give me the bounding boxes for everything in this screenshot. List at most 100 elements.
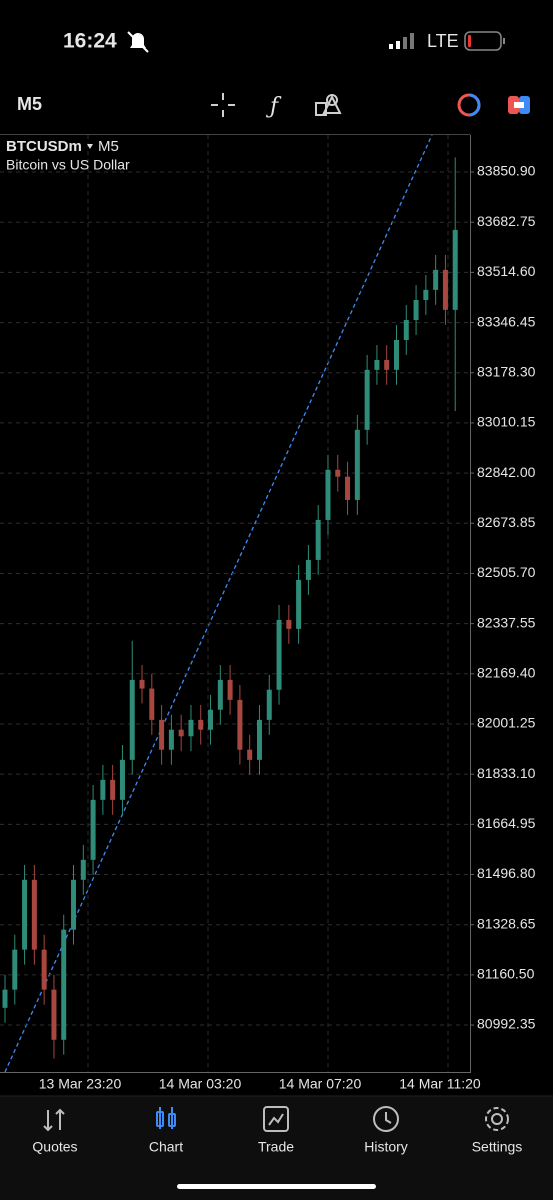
account-button[interactable] xyxy=(457,93,481,117)
candle-body xyxy=(129,679,135,760)
y-tick-label: 83850.90 xyxy=(477,163,536,179)
network: LTE xyxy=(427,31,459,51)
x-tick-label: 14 Mar 03:20 xyxy=(159,1076,242,1092)
signal-icon xyxy=(389,33,414,49)
tab-icon xyxy=(485,1107,509,1131)
candle-body xyxy=(374,359,380,370)
candle-body xyxy=(80,859,86,880)
candle-body xyxy=(71,879,77,930)
trade-button[interactable] xyxy=(508,96,530,114)
candle-body xyxy=(256,719,262,760)
y-tick-label: 81160.50 xyxy=(477,966,535,982)
candle-body xyxy=(315,519,321,560)
y-tick-label: 81664.95 xyxy=(477,815,536,831)
tab-icon xyxy=(43,1108,65,1132)
y-tick-label: 81833.10 xyxy=(477,765,536,781)
candle-body xyxy=(237,699,243,750)
candle-body xyxy=(266,689,272,720)
objects-button[interactable] xyxy=(315,94,342,116)
candle-body xyxy=(305,559,311,580)
symbol-description: Bitcoin vs US Dollar xyxy=(6,157,130,173)
y-tick-label: 80992.35 xyxy=(477,1016,536,1032)
y-tick-label: 83010.15 xyxy=(477,414,536,430)
y-tick-label: 82169.40 xyxy=(477,665,536,681)
chart xyxy=(0,134,474,1073)
candle-body xyxy=(364,369,370,430)
chart-timeframe: M5 xyxy=(98,138,119,155)
home-indicator xyxy=(177,1184,376,1189)
candle-body xyxy=(90,799,96,860)
candle-body xyxy=(335,469,341,477)
y-tick-label: 83346.45 xyxy=(477,313,536,329)
candle-body xyxy=(403,320,409,341)
tab-icon xyxy=(156,1107,176,1129)
candle-body xyxy=(178,729,184,737)
candle-body xyxy=(41,949,47,990)
candle-body xyxy=(354,429,360,500)
candle-body xyxy=(198,719,204,730)
candle-body xyxy=(276,619,282,690)
x-tick-label: 13 Mar 23:20 xyxy=(39,1076,122,1092)
y-tick-label: 82337.55 xyxy=(477,614,536,630)
candle-body xyxy=(159,719,165,750)
candle-body xyxy=(2,989,8,1008)
tab-icon xyxy=(373,1106,399,1132)
candle-body xyxy=(247,749,253,760)
candle-body xyxy=(61,929,67,1040)
battery-icon xyxy=(464,31,505,51)
candle-body xyxy=(119,759,125,800)
candle-body xyxy=(286,619,292,629)
candle-body xyxy=(110,779,116,800)
crosshair-button[interactable] xyxy=(211,93,235,117)
tab-label[interactable]: Settings xyxy=(472,1139,523,1155)
clock: 16:24 xyxy=(63,30,117,53)
candle-body xyxy=(345,476,351,500)
candle-body xyxy=(452,229,458,310)
candle-body xyxy=(393,340,399,370)
candle-body xyxy=(168,729,174,750)
symbol-dropdown[interactable] xyxy=(87,144,93,149)
candle-body xyxy=(100,779,106,800)
tab-label[interactable]: Trade xyxy=(258,1139,294,1155)
tab-icon xyxy=(263,1106,289,1132)
tab-bar xyxy=(0,1096,553,1200)
candle-body xyxy=(433,269,439,290)
x-tick-label: 14 Mar 07:20 xyxy=(279,1076,362,1092)
y-tick-label: 82505.70 xyxy=(477,564,536,580)
y-tick-label: 82842.00 xyxy=(477,464,536,480)
candle-body xyxy=(442,269,448,310)
candle-body xyxy=(22,879,28,950)
candle-body xyxy=(188,719,194,737)
candle-body xyxy=(384,359,390,370)
mute-icon xyxy=(127,31,149,53)
tab-label[interactable]: Chart xyxy=(149,1139,183,1155)
indicators-button[interactable]: ƒ xyxy=(265,94,282,119)
y-tick-label: 81328.65 xyxy=(477,915,536,931)
candle-body xyxy=(325,469,331,520)
candle-body xyxy=(139,679,145,689)
y-tick-label: 82673.85 xyxy=(477,514,536,530)
symbol[interactable]: BTCUSDm xyxy=(6,138,82,155)
tab-label[interactable]: History xyxy=(364,1139,408,1155)
trend-line[interactable] xyxy=(4,134,433,1073)
timeframe-button[interactable]: M5 xyxy=(17,94,42,114)
y-tick-label: 83682.75 xyxy=(477,213,536,229)
candle-body xyxy=(31,879,37,950)
candle-body xyxy=(423,289,429,301)
candle-body xyxy=(51,989,57,1040)
candle-body xyxy=(149,688,155,720)
y-tick-label: 83514.60 xyxy=(477,263,536,279)
candle-body xyxy=(217,679,223,710)
y-tick-label: 82001.25 xyxy=(477,715,536,731)
candle-body xyxy=(227,679,233,700)
candle-body xyxy=(413,300,419,321)
y-tick-label: 83178.30 xyxy=(477,363,536,379)
x-tick-label: 14 Mar 11:20 xyxy=(399,1076,481,1092)
candle-body xyxy=(12,949,18,990)
y-tick-label: 81496.80 xyxy=(477,865,536,881)
tab-label[interactable]: Quotes xyxy=(32,1139,77,1155)
candle-body xyxy=(296,579,302,629)
candle-body xyxy=(208,709,214,730)
